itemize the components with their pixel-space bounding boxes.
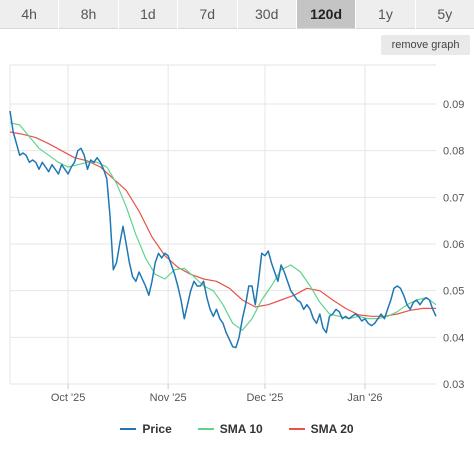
- legend-swatch-price: [120, 428, 137, 430]
- tab-1y[interactable]: 1y: [356, 0, 415, 29]
- x-tick-label: Nov '25: [150, 392, 187, 404]
- legend-label-price: Price: [142, 422, 172, 436]
- legend-swatch-sma20: [288, 428, 305, 430]
- remove-graph-button[interactable]: remove graph: [381, 35, 470, 55]
- x-tick-label: Jan '26: [347, 392, 382, 404]
- legend-item-sma10[interactable]: SMA 10: [197, 420, 263, 438]
- y-tick-label: 0.08: [443, 146, 464, 158]
- legend-label-sma10: SMA 10: [219, 422, 263, 436]
- tab-120d[interactable]: 120d: [296, 0, 356, 29]
- price-line: [9, 110, 437, 349]
- legend-item-sma20[interactable]: SMA 20: [288, 420, 354, 438]
- tab-8h[interactable]: 8h: [59, 0, 118, 29]
- legend: Price SMA 10 SMA 20: [0, 420, 474, 438]
- legend-swatch-sma10: [197, 428, 214, 430]
- y-tick-label: 0.05: [443, 286, 464, 298]
- tab-4h[interactable]: 4h: [0, 0, 59, 29]
- tab-7d[interactable]: 7d: [178, 0, 237, 29]
- legend-label-sma20: SMA 20: [310, 422, 354, 436]
- tab-5y[interactable]: 5y: [415, 0, 474, 29]
- tab-1d[interactable]: 1d: [118, 0, 178, 29]
- y-tick-label: 0.09: [443, 99, 464, 111]
- y-tick-label: 0.04: [443, 332, 464, 344]
- x-tick-label: Dec '25: [246, 392, 283, 404]
- x-tick-label: Oct '25: [51, 392, 86, 404]
- sma10-line: [9, 122, 437, 331]
- timeframe-tabs: 4h 8h 1d 7d 30d 120d 1y 5y: [0, 0, 474, 30]
- sma20-line: [9, 131, 436, 317]
- tab-30d[interactable]: 30d: [237, 0, 296, 29]
- y-tick-label: 0.06: [443, 239, 464, 251]
- y-tick-label: 0.07: [443, 192, 464, 204]
- legend-item-price[interactable]: Price: [120, 420, 172, 438]
- y-tick-label: 0.03: [443, 379, 464, 391]
